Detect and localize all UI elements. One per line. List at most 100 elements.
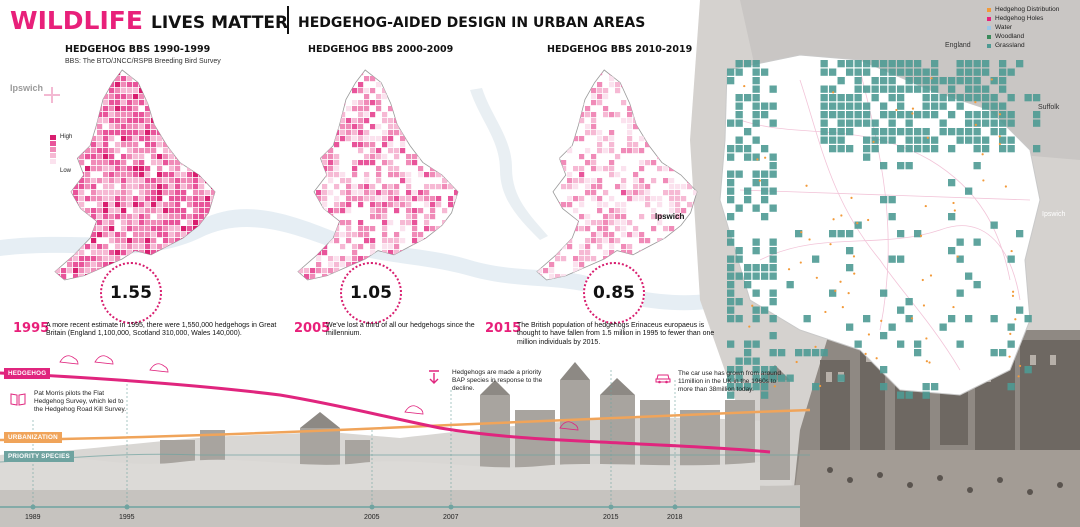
density-cell <box>364 184 370 190</box>
grassland-cell <box>922 68 930 76</box>
density-cell <box>73 256 79 262</box>
grassland-cell <box>735 136 743 144</box>
density-cell <box>115 100 121 106</box>
density-cell <box>585 190 591 196</box>
density-cell <box>79 106 85 112</box>
density-cell <box>406 154 412 160</box>
density-cell <box>537 184 543 190</box>
density-cell <box>585 178 591 184</box>
density-cell <box>579 136 585 142</box>
density-cell <box>127 178 133 184</box>
grassland-cell <box>1024 94 1032 102</box>
density-cell <box>549 172 555 178</box>
grassland-cell <box>956 77 964 85</box>
density-cell <box>139 124 145 130</box>
density-cell <box>352 76 358 82</box>
density-cell <box>567 130 573 136</box>
grassland-cell <box>871 136 879 144</box>
density-cell <box>687 202 693 208</box>
density-cell <box>73 202 79 208</box>
map-title-1: HEDGEHOG BBS 1990-1999 <box>65 44 211 55</box>
density-cell <box>187 100 193 106</box>
density-cell <box>115 202 121 208</box>
density-cell <box>85 142 91 148</box>
density-cell <box>163 154 169 160</box>
density-cell <box>663 256 669 262</box>
density-cell <box>163 244 169 250</box>
density-cell <box>657 238 663 244</box>
density-cell <box>193 82 199 88</box>
density-cell <box>579 244 585 250</box>
density-cell <box>157 214 163 220</box>
density-cell <box>334 220 340 226</box>
density-cell <box>109 70 115 76</box>
density-cell <box>663 250 669 256</box>
density-cell <box>304 274 310 280</box>
density-cell <box>109 112 115 118</box>
grassland-cell <box>727 68 735 76</box>
density-cell <box>205 208 211 214</box>
series-label-hedgehog: HEDGEHOG <box>4 368 51 379</box>
grassland-cell <box>922 94 930 102</box>
density-cell <box>163 274 169 280</box>
density-cell <box>358 112 364 118</box>
density-cell <box>573 118 579 124</box>
density-cell <box>364 226 370 232</box>
density-cell <box>109 94 115 100</box>
density-cell <box>211 178 215 184</box>
axis-year-1989: 1989 <box>25 514 41 521</box>
density-cell <box>175 142 181 148</box>
density-cell <box>73 220 79 226</box>
density-cell <box>139 220 145 226</box>
density-cell <box>187 112 193 118</box>
grassland-cell <box>965 111 973 119</box>
density-cell <box>418 112 424 118</box>
density-cell <box>621 232 627 238</box>
density-cell <box>145 118 151 124</box>
density-cell <box>322 142 328 148</box>
hedgehog-distribution-point <box>911 112 914 115</box>
density-cell <box>448 100 454 106</box>
density-cell <box>181 250 187 256</box>
density-cell <box>85 172 91 178</box>
density-cell <box>127 250 133 256</box>
density-cell <box>633 94 639 100</box>
density-cell <box>597 232 603 238</box>
density-cell <box>358 136 364 142</box>
hedgehog-distribution-point <box>805 184 808 187</box>
hedgehog-distribution-point <box>867 218 870 222</box>
grassland-cell <box>735 272 743 280</box>
density-cell <box>412 106 418 112</box>
density-cell <box>121 154 127 160</box>
density-cell <box>304 148 310 154</box>
density-cell <box>61 202 67 208</box>
density-cell <box>454 124 458 130</box>
density-cell <box>573 88 579 94</box>
density-cell <box>615 208 621 214</box>
density-cell <box>61 244 67 250</box>
density-cell <box>73 250 79 256</box>
density-cell <box>388 136 394 142</box>
density-cell <box>187 172 193 178</box>
density-cell <box>573 274 579 280</box>
grassland-cell <box>752 60 760 68</box>
density-cell <box>91 220 97 226</box>
density-cell <box>61 208 67 214</box>
density-cell <box>121 112 127 118</box>
density-cell <box>352 118 358 124</box>
density-cell <box>334 106 340 112</box>
density-cell <box>346 220 352 226</box>
grassland-cell <box>812 349 820 357</box>
density-cell <box>298 220 304 226</box>
density-cell <box>139 202 145 208</box>
density-cell <box>61 220 67 226</box>
density-cell <box>376 70 382 76</box>
grassland-cell <box>735 170 743 178</box>
density-cell <box>193 118 199 124</box>
density-cell <box>139 160 145 166</box>
density-cell <box>364 106 370 112</box>
density-cell <box>61 76 67 82</box>
map-2010-2019 <box>536 69 698 281</box>
density-cell <box>406 220 412 226</box>
density-cell <box>687 136 693 142</box>
